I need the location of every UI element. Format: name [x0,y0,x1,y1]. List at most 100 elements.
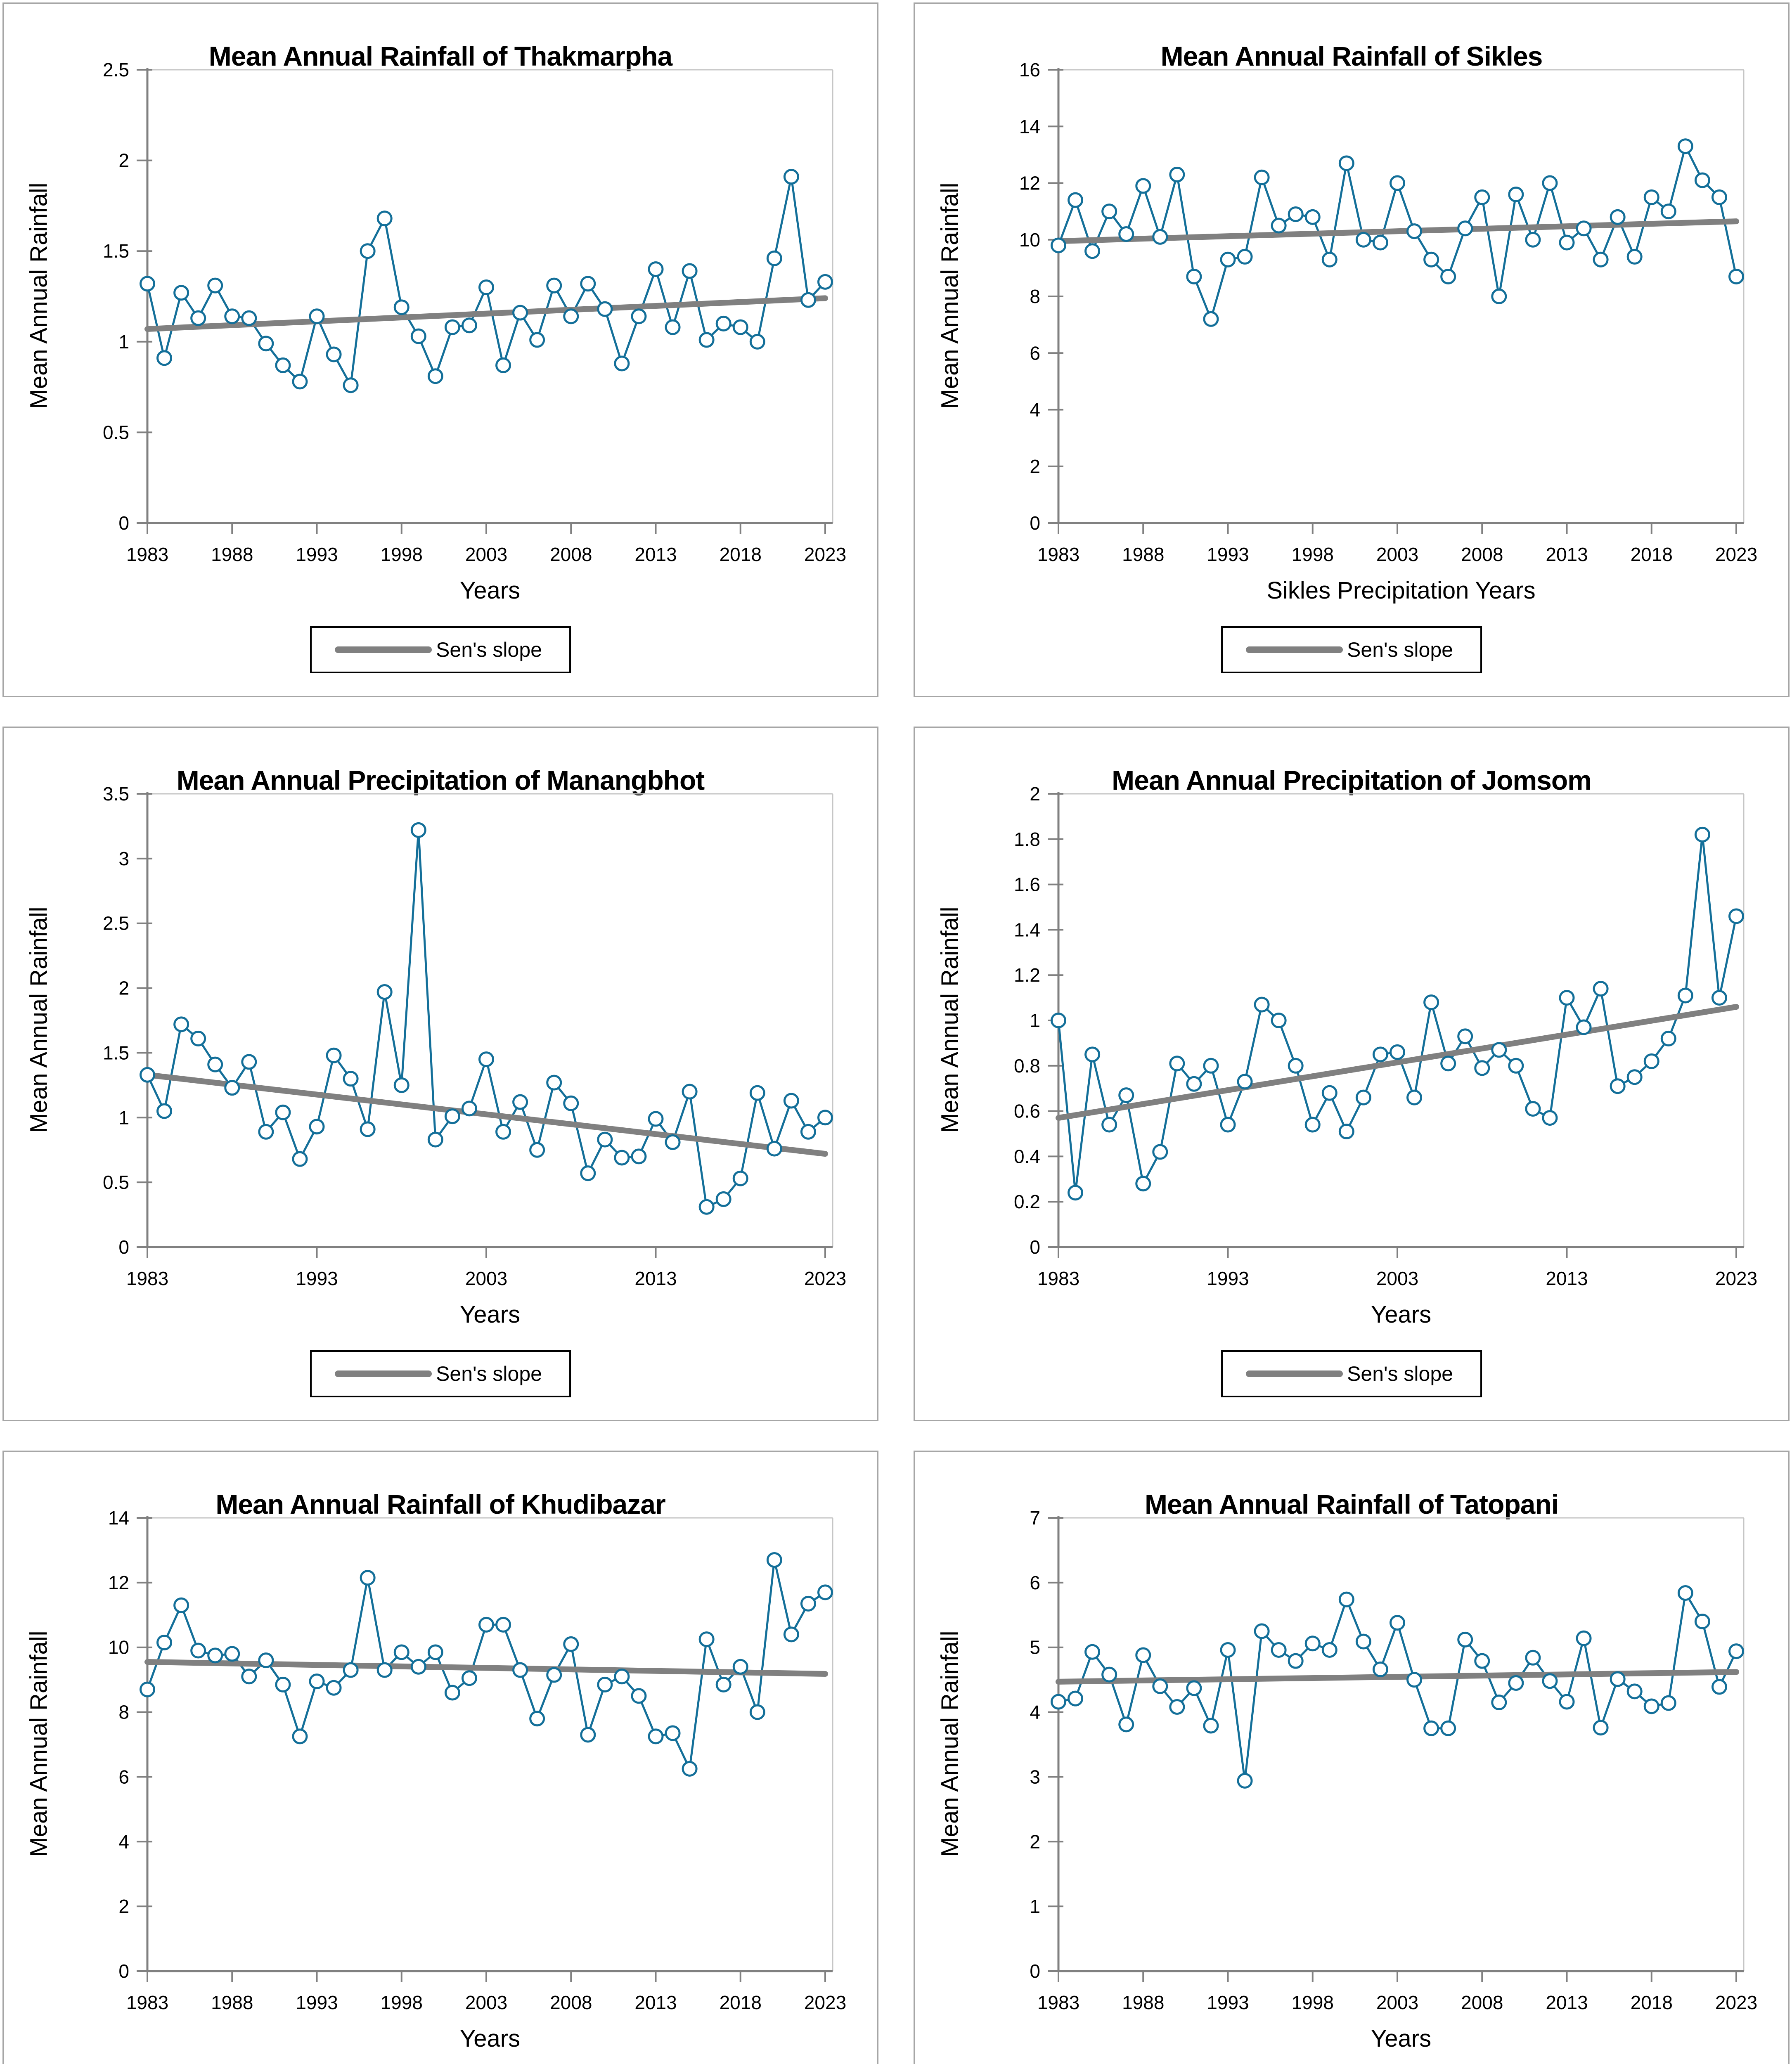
chart-title: Mean Annual Rainfall of Khudibazar [215,1489,665,1520]
data-point [512,1094,528,1110]
y-tick-label: 3 [1030,1766,1040,1787]
data-point [1406,1672,1423,1688]
data-point [732,1659,748,1675]
data-point [1406,1089,1423,1105]
data-point [1559,234,1575,251]
chart-panel-tatopani: Mean Annual Rainfall of Tatopani Mean An… [914,1451,1790,2064]
legend-label: Sen's slope [436,1362,542,1385]
y-tick-label: 0.4 [1014,1146,1040,1167]
x-tick-label: 1993 [296,1992,338,2013]
x-tick-label: 2003 [1376,1268,1418,1289]
data-point [1474,1060,1490,1076]
data-point [1152,1144,1168,1160]
x-tick-label: 2018 [720,544,762,565]
data-point [140,276,155,292]
data-point [1508,1675,1524,1691]
data-point [665,1725,681,1741]
data-point [309,1119,325,1135]
data-point [529,332,545,348]
data-point [546,1667,562,1683]
y-tick-label: 2 [118,978,129,999]
chart-panel-khudibazar: Mean Annual Rainfall of Khudibazar Mean … [2,1451,878,2064]
x-tick-label: 2008 [550,544,592,565]
chart-title: Mean Annual Precipitation of Manangbhot [176,765,705,795]
data-point [597,1676,613,1692]
x-tick-label: 1993 [296,544,338,565]
legend: Sen's slope [1221,1350,1482,1397]
data-point [1491,1042,1507,1058]
data-point [1254,169,1270,185]
data-point [1051,237,1066,253]
data-point [1593,1720,1609,1736]
data-point [1118,226,1134,242]
data-point [1118,1087,1134,1103]
data-point [1457,220,1473,237]
data-point [546,1075,562,1091]
legend: Sen's slope [310,626,571,673]
data-point [309,1673,325,1690]
data-point [665,319,681,335]
chart-panel-jomsom: Mean Annual Precipitation of Jomsom Mean… [914,727,1790,1421]
data-point [1372,234,1388,251]
data-point [495,357,511,373]
data-point [1254,996,1270,1013]
data-point [190,310,206,326]
data-point [1051,1694,1066,1710]
data-point [1355,1633,1371,1650]
data-point [682,263,698,279]
data-point [614,1150,630,1166]
x-tick-label: 1998 [381,1992,423,2013]
data-point [1304,1636,1321,1652]
data-point [1508,186,1524,202]
data-point [1355,232,1371,248]
x-tick-label: 1983 [1037,1268,1079,1289]
x-tick-label: 1993 [1207,1268,1249,1289]
data-point [1321,251,1337,267]
data-point [1390,175,1405,191]
data-point [1474,1653,1490,1669]
chart-canvas: 0 0.5 1 1.5 2 2.5 3 3.5 1983 1993 2003 2013 2023 [103,783,846,1289]
y-tick-label: 0.5 [103,421,129,443]
data-point [817,274,833,290]
data-point [326,1680,342,1696]
data-point [393,1644,410,1660]
data-point [715,1191,731,1207]
data-point [1559,1694,1575,1710]
data-point [1135,1647,1151,1663]
y-tick-label: 2 [1030,1831,1040,1852]
data-point [275,1676,291,1692]
data-point [173,1016,189,1032]
x-tick-label: 1983 [126,1992,168,2013]
data-point [478,1617,494,1633]
data-point [1677,138,1693,154]
x-tick-label: 2023 [1715,1268,1757,1289]
data-point [1728,1643,1744,1659]
sens-slope-line [144,1072,828,1157]
data-point [326,346,342,362]
x-tick-label: 2003 [465,1268,507,1289]
data-point [1711,189,1727,205]
data-point [1677,1585,1693,1601]
data-point [410,822,426,838]
data-point [563,308,579,324]
data-point [800,1595,816,1612]
x-tick-label: 1988 [211,544,253,565]
data-point [1457,1631,1473,1647]
data-point [156,1103,173,1119]
data-point [682,1084,698,1100]
data-point [1304,209,1321,225]
data-point [360,243,376,259]
data-point [614,1669,630,1685]
data-point [1593,981,1609,997]
data-point [715,315,731,331]
data-point [1101,1666,1117,1683]
y-tick-label: 16 [1019,59,1040,80]
data-point [1694,172,1710,188]
data-point [1660,1030,1676,1046]
legend-label: Sen's slope [1347,638,1453,661]
x-tick-label: 1993 [1207,1992,1249,2013]
y-tick-label: 2 [118,1896,129,1917]
x-tick-label: 1998 [1292,1992,1334,2013]
data-point [1525,1650,1541,1666]
chart-title: Mean Annual Rainfall of Thakmarpha [208,40,672,71]
